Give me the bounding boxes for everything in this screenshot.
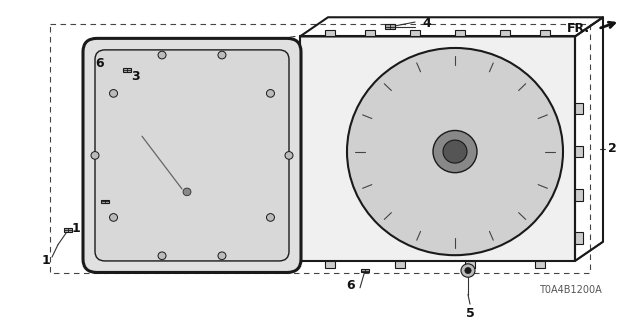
FancyBboxPatch shape — [325, 30, 335, 36]
Circle shape — [403, 102, 507, 202]
Circle shape — [347, 48, 563, 255]
FancyBboxPatch shape — [64, 228, 72, 232]
Text: 1: 1 — [71, 222, 80, 235]
FancyBboxPatch shape — [540, 30, 550, 36]
FancyBboxPatch shape — [101, 200, 109, 204]
FancyBboxPatch shape — [500, 30, 510, 36]
Text: FR.: FR. — [567, 22, 590, 35]
Text: 6: 6 — [95, 57, 104, 70]
Circle shape — [433, 131, 477, 173]
FancyBboxPatch shape — [535, 261, 545, 268]
FancyBboxPatch shape — [395, 261, 405, 268]
FancyBboxPatch shape — [361, 268, 369, 272]
FancyBboxPatch shape — [365, 30, 375, 36]
Circle shape — [443, 140, 467, 163]
Text: 3: 3 — [131, 70, 140, 83]
Circle shape — [357, 58, 553, 246]
Circle shape — [461, 264, 475, 277]
FancyBboxPatch shape — [575, 232, 583, 244]
Circle shape — [465, 268, 471, 274]
FancyBboxPatch shape — [575, 189, 583, 201]
Text: 1: 1 — [41, 254, 50, 268]
Circle shape — [218, 252, 226, 260]
Circle shape — [385, 84, 525, 219]
Text: 2: 2 — [608, 142, 617, 155]
FancyBboxPatch shape — [410, 30, 420, 36]
FancyBboxPatch shape — [325, 261, 335, 268]
Circle shape — [109, 90, 118, 97]
Circle shape — [266, 90, 275, 97]
Circle shape — [285, 152, 293, 159]
Circle shape — [370, 70, 540, 233]
FancyBboxPatch shape — [83, 38, 301, 272]
Text: 4: 4 — [422, 17, 431, 29]
Circle shape — [158, 51, 166, 59]
Circle shape — [158, 252, 166, 260]
Circle shape — [109, 214, 118, 221]
FancyBboxPatch shape — [300, 36, 575, 261]
Circle shape — [266, 214, 275, 221]
Circle shape — [91, 152, 99, 159]
Text: T0A4B1200A: T0A4B1200A — [539, 285, 602, 295]
FancyBboxPatch shape — [95, 50, 289, 261]
Text: 6: 6 — [346, 279, 355, 292]
FancyBboxPatch shape — [575, 103, 583, 114]
Text: 5: 5 — [466, 307, 474, 320]
FancyBboxPatch shape — [385, 24, 395, 29]
Circle shape — [183, 188, 191, 196]
Circle shape — [421, 119, 489, 184]
FancyBboxPatch shape — [455, 30, 465, 36]
FancyBboxPatch shape — [575, 146, 583, 157]
FancyBboxPatch shape — [123, 68, 131, 72]
FancyBboxPatch shape — [465, 261, 475, 268]
Circle shape — [218, 51, 226, 59]
